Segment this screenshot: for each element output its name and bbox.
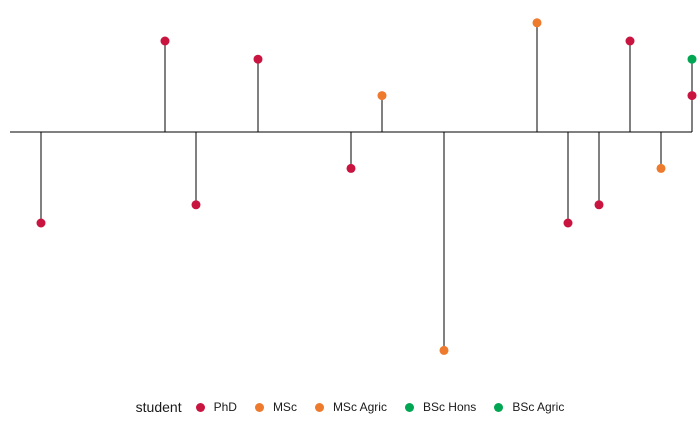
legend-title: student <box>135 399 182 415</box>
point-10 <box>594 200 604 210</box>
legend-label-phd: PhD <box>213 400 237 414</box>
point-4 <box>253 54 263 64</box>
point-8 <box>532 18 542 28</box>
legend-label-msc-agric: MSc Agric <box>332 400 387 414</box>
legend-item-msc: MSc <box>254 400 297 414</box>
stems <box>40 22 693 351</box>
legend-dot-msc <box>254 402 264 412</box>
legend-dot-phd <box>195 402 205 412</box>
legend-item-bsc-hons: BSc Hons <box>404 400 477 414</box>
point-2 <box>160 36 170 46</box>
legend-label-msc: MSc <box>272 400 297 414</box>
point-11 <box>625 36 635 46</box>
point-5 <box>346 163 356 173</box>
legend-label-bsc-hons: BSc Hons <box>422 400 477 414</box>
point-13 <box>687 91 697 101</box>
legend-dot-bsc-hons <box>404 402 414 412</box>
legend-dot-msc-agric <box>314 402 324 412</box>
point-9 <box>563 218 573 228</box>
legend-item-msc-agric: MSc Agric <box>314 400 387 414</box>
point-7 <box>439 345 449 355</box>
point-1 <box>36 218 46 228</box>
points <box>36 18 697 355</box>
point-3 <box>191 200 201 210</box>
legend-label-bsc-agric: BSc Agric <box>512 400 565 414</box>
point-6 <box>377 91 387 101</box>
legend-item-phd: PhD <box>195 400 237 414</box>
legend-dot-bsc-agric <box>494 402 504 412</box>
point-12 <box>656 163 666 173</box>
legend-item-bsc-agric: BSc Agric <box>494 400 564 414</box>
point-14 <box>687 54 697 64</box>
legend: student PhD MSc MSc Agric BSc Hons BSc A… <box>0 396 700 418</box>
